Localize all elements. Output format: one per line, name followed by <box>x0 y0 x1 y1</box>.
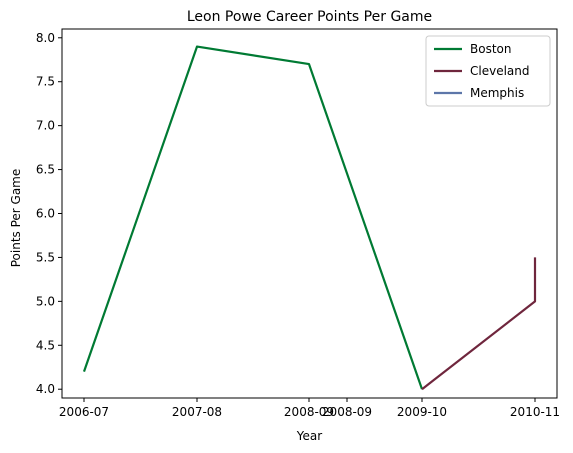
chart-title: Leon Powe Career Points Per Game <box>187 9 432 25</box>
series-lines <box>82 45 537 391</box>
y-tick-label: 6.5 <box>36 163 55 177</box>
x-tick-label: 2008-09 <box>322 405 372 419</box>
x-tick-label: 2009-10 <box>397 405 447 419</box>
y-tick-label: 6.0 <box>36 207 55 221</box>
legend-box <box>425 35 551 107</box>
x-tick-label: 2007-08 <box>172 405 222 419</box>
legend: Boston Cleveland Memphis <box>425 35 551 107</box>
y-axis-label: Points Per Game <box>9 169 23 268</box>
y-tick-label: 7.5 <box>36 75 55 89</box>
y-tick-label: 8.0 <box>36 31 55 45</box>
legend-label-cleveland: Cleveland <box>470 64 530 78</box>
y-tick-label: 5.5 <box>36 250 55 264</box>
y-axis-ticks: 4.0 4.5 5.0 5.5 6.0 6.5 7.0 7.5 8.0 <box>36 31 62 396</box>
series-line-cleveland <box>421 257 537 391</box>
y-tick-label: 7.0 <box>36 119 55 133</box>
x-tick-label: 2008-09 <box>284 405 334 419</box>
x-axis-label: Year <box>296 429 322 443</box>
y-tick-label: 5.0 <box>36 294 55 308</box>
x-tick-label: 2006-07 <box>59 405 109 419</box>
x-tick-label: 2010-11 <box>510 405 560 419</box>
y-tick-label: 4.5 <box>36 338 55 352</box>
legend-label-memphis: Memphis <box>470 86 524 100</box>
series-line-boston <box>82 45 424 390</box>
legend-label-boston: Boston <box>470 42 511 56</box>
y-tick-label: 4.0 <box>36 382 55 396</box>
